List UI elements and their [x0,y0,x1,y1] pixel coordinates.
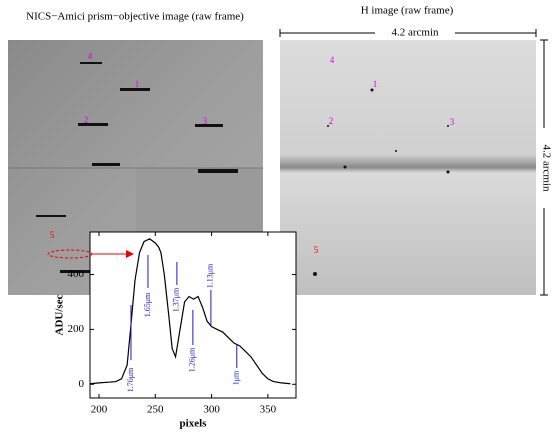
x-tick-label: 200 [91,404,108,416]
arrow-head [126,250,134,258]
x-tick-label: 250 [147,404,164,416]
scale-label-bg [375,26,455,40]
wavelength-label: 1.37μm [172,287,181,312]
star-label: 1 [135,79,140,89]
star-label: 4 [88,51,93,61]
wavelength-label: 1.13μm [206,263,215,288]
spectrum-line [89,238,291,385]
spectra-streaks [36,62,238,273]
star-label: 5 [314,245,319,255]
star-label: 4 [330,55,335,65]
y-axis-label: ADU/sec [54,294,66,335]
y-tick-label: 400 [68,268,85,280]
x-tick-label: 300 [203,404,220,416]
star-label: 2 [329,116,334,126]
star-label: 3 [450,117,455,127]
scale-label: 4.2 arcmin [540,144,552,192]
star-label: 1 [373,79,378,89]
scale-label-bg [538,128,552,208]
stars [313,88,450,276]
wavelength-label: 1.76μm [126,367,135,392]
left-title: NICS−Amici prism−objective image (raw fr… [26,11,244,23]
right-title: H image (raw frame) [361,5,454,17]
y-tick-label: 200 [68,323,85,335]
x-axis-label: pixels [180,418,208,430]
x-tick-label: 350 [260,404,277,416]
star-label: 5 [50,230,55,240]
star-label: 2 [84,115,89,125]
h-image [280,40,536,295]
star-label: 3 [203,116,208,126]
wavelength-label: 1.26μm [188,347,197,372]
wavelength-label: 1μm [232,370,241,385]
scale-label: 4.2 arcmin [391,27,439,39]
y-tick-label: 0 [79,378,85,390]
wavelength-label: 1.65μm [143,292,152,317]
